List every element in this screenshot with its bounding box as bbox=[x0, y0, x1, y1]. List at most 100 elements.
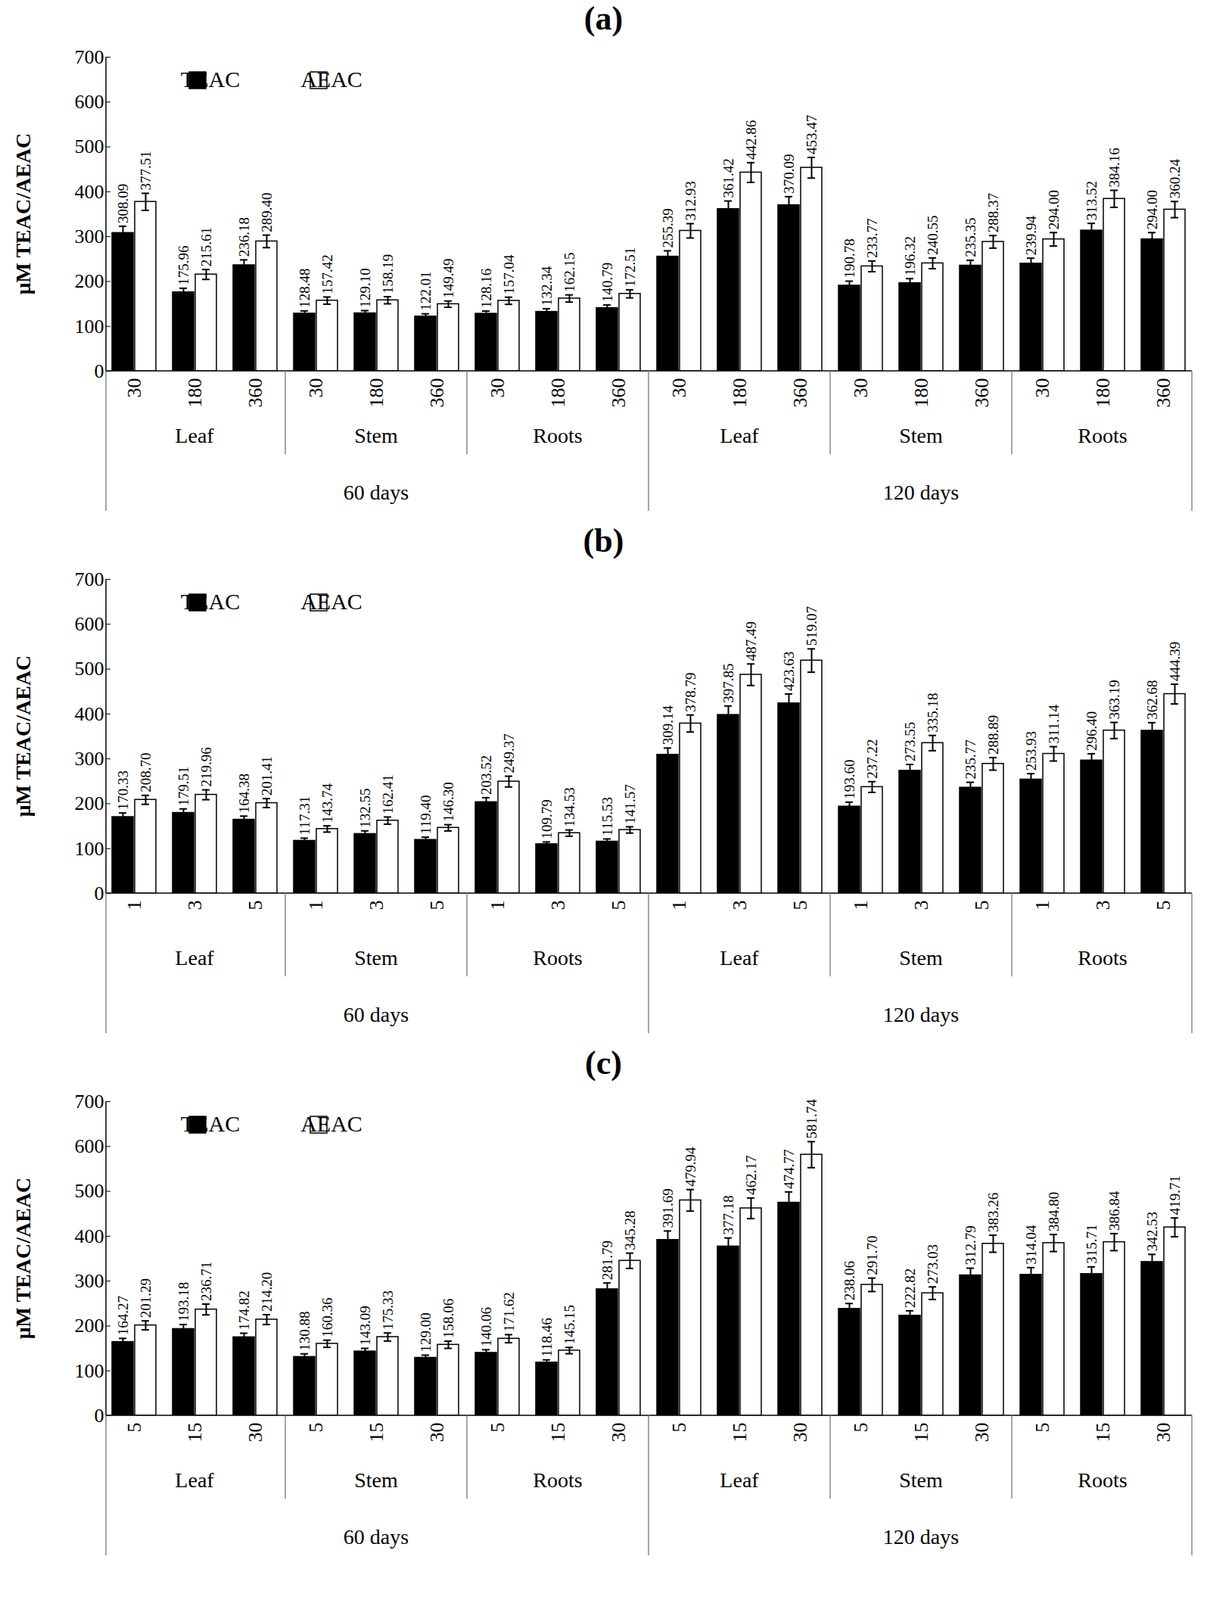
svg-text:3: 3 bbox=[547, 900, 570, 911]
svg-text:500: 500 bbox=[74, 1179, 105, 1202]
svg-text:400: 400 bbox=[74, 180, 105, 203]
svg-text:312.79: 312.79 bbox=[962, 1225, 979, 1265]
svg-text:0: 0 bbox=[94, 360, 105, 383]
svg-text:273.03: 273.03 bbox=[924, 1244, 941, 1284]
svg-text:442.86: 442.86 bbox=[743, 120, 760, 160]
svg-text:386.84: 386.84 bbox=[1106, 1190, 1123, 1231]
svg-text:141.57: 141.57 bbox=[622, 783, 638, 824]
svg-text:363.19: 363.19 bbox=[1106, 679, 1123, 719]
svg-text:AEAC: AEAC bbox=[300, 66, 363, 92]
svg-text:281.79: 281.79 bbox=[599, 1240, 616, 1280]
svg-text:3: 3 bbox=[1091, 900, 1114, 911]
svg-text:30: 30 bbox=[1152, 1422, 1175, 1443]
svg-text:600: 600 bbox=[74, 612, 105, 635]
svg-text:1: 1 bbox=[123, 900, 146, 911]
svg-text:Leaf: Leaf bbox=[174, 1468, 215, 1492]
svg-text:μM TEAC/AEAC: μM TEAC/AEAC bbox=[11, 1177, 35, 1340]
svg-text:487.49: 487.49 bbox=[743, 621, 760, 661]
svg-text:236.18: 236.18 bbox=[236, 217, 252, 257]
svg-text:5: 5 bbox=[486, 1422, 509, 1433]
svg-text:462.17: 462.17 bbox=[743, 1155, 760, 1195]
svg-text:Roots: Roots bbox=[1077, 1468, 1127, 1492]
svg-text:288.89: 288.89 bbox=[985, 715, 1002, 755]
svg-text:Roots: Roots bbox=[532, 423, 582, 448]
svg-text:128.48: 128.48 bbox=[296, 268, 313, 308]
svg-text:273.55: 273.55 bbox=[902, 721, 918, 762]
svg-text:5: 5 bbox=[1152, 900, 1175, 911]
svg-text:60 days: 60 days bbox=[343, 1002, 409, 1027]
svg-text:60 days: 60 days bbox=[343, 480, 409, 504]
svg-text:170.33: 170.33 bbox=[115, 770, 131, 810]
svg-text:30: 30 bbox=[668, 378, 691, 399]
svg-text:5: 5 bbox=[304, 1422, 327, 1433]
svg-text:140.06: 140.06 bbox=[478, 1306, 495, 1347]
svg-text:236.71: 236.71 bbox=[198, 1261, 215, 1301]
svg-text:134.53: 134.53 bbox=[561, 787, 578, 827]
svg-text:180: 180 bbox=[183, 378, 206, 408]
svg-text:Roots: Roots bbox=[532, 1468, 582, 1492]
svg-text:180: 180 bbox=[728, 378, 751, 408]
svg-text:377.18: 377.18 bbox=[720, 1194, 737, 1235]
svg-text:120 days: 120 days bbox=[883, 480, 959, 504]
svg-text:700: 700 bbox=[74, 1090, 105, 1113]
svg-text:Leaf: Leaf bbox=[719, 945, 760, 970]
svg-text:342.53: 342.53 bbox=[1144, 1211, 1161, 1251]
svg-text:119.40: 119.40 bbox=[417, 795, 434, 835]
svg-text:200: 200 bbox=[74, 1314, 105, 1337]
svg-text:240.55: 240.55 bbox=[924, 215, 941, 256]
svg-text:30: 30 bbox=[1031, 378, 1054, 399]
svg-text:222.82: 222.82 bbox=[902, 1268, 918, 1308]
svg-text:219.96: 219.96 bbox=[198, 746, 215, 787]
svg-text:AEAC: AEAC bbox=[300, 1110, 363, 1136]
svg-text:253.93: 253.93 bbox=[1023, 731, 1040, 771]
svg-text:Stem: Stem bbox=[354, 1468, 399, 1492]
svg-text:TEAC: TEAC bbox=[180, 1110, 240, 1136]
svg-text:362.68: 362.68 bbox=[1144, 680, 1161, 720]
svg-text:235.35: 235.35 bbox=[962, 217, 979, 258]
svg-text:294.00: 294.00 bbox=[1045, 189, 1062, 230]
svg-text:Leaf: Leaf bbox=[719, 423, 760, 448]
svg-text:5: 5 bbox=[244, 900, 267, 911]
svg-text:μM TEAC/AEAC: μM TEAC/AEAC bbox=[11, 655, 35, 818]
svg-text:300: 300 bbox=[74, 225, 105, 248]
svg-text:30: 30 bbox=[426, 1422, 448, 1443]
svg-text:378.79: 378.79 bbox=[682, 671, 699, 712]
svg-text:30: 30 bbox=[789, 1422, 812, 1443]
svg-text:233.77: 233.77 bbox=[864, 218, 881, 259]
svg-text:377.51: 377.51 bbox=[137, 150, 154, 190]
svg-text:175.33: 175.33 bbox=[379, 1290, 396, 1330]
svg-text:383.26: 383.26 bbox=[985, 1192, 1002, 1232]
svg-text:5: 5 bbox=[426, 900, 448, 911]
svg-text:30: 30 bbox=[304, 378, 327, 399]
svg-text:500: 500 bbox=[74, 657, 105, 680]
svg-text:132.55: 132.55 bbox=[357, 788, 374, 828]
svg-text:423.63: 423.63 bbox=[780, 651, 797, 691]
svg-text:129.10: 129.10 bbox=[357, 267, 374, 308]
svg-text:162.15: 162.15 bbox=[561, 251, 578, 292]
svg-text:345.28: 345.28 bbox=[622, 1210, 638, 1250]
svg-text:208.70: 208.70 bbox=[137, 752, 154, 793]
svg-text:15: 15 bbox=[183, 1422, 206, 1443]
svg-text:180: 180 bbox=[547, 378, 570, 408]
svg-text:30: 30 bbox=[244, 1422, 267, 1443]
svg-text:360: 360 bbox=[1152, 378, 1175, 408]
svg-text:30: 30 bbox=[607, 1422, 630, 1443]
svg-text:100: 100 bbox=[74, 837, 105, 860]
svg-text:360: 360 bbox=[970, 378, 993, 408]
svg-text:117.31: 117.31 bbox=[296, 796, 313, 836]
svg-text:400: 400 bbox=[74, 703, 105, 725]
svg-text:391.69: 391.69 bbox=[659, 1188, 676, 1228]
svg-text:171.62: 171.62 bbox=[500, 1291, 517, 1332]
svg-text:30: 30 bbox=[123, 378, 146, 399]
svg-text:149.49: 149.49 bbox=[440, 258, 457, 298]
svg-text:5: 5 bbox=[1031, 1422, 1054, 1433]
svg-text:361.42: 361.42 bbox=[720, 158, 737, 198]
svg-text:289.40: 289.40 bbox=[258, 192, 275, 232]
svg-text:Roots: Roots bbox=[1077, 423, 1127, 448]
svg-text:3: 3 bbox=[365, 900, 388, 911]
svg-text:143.09: 143.09 bbox=[357, 1305, 374, 1345]
svg-text:AEAC: AEAC bbox=[300, 588, 363, 614]
svg-text:60 days: 60 days bbox=[343, 1524, 409, 1549]
svg-text:Leaf: Leaf bbox=[174, 945, 215, 970]
svg-text:15: 15 bbox=[910, 1422, 933, 1443]
